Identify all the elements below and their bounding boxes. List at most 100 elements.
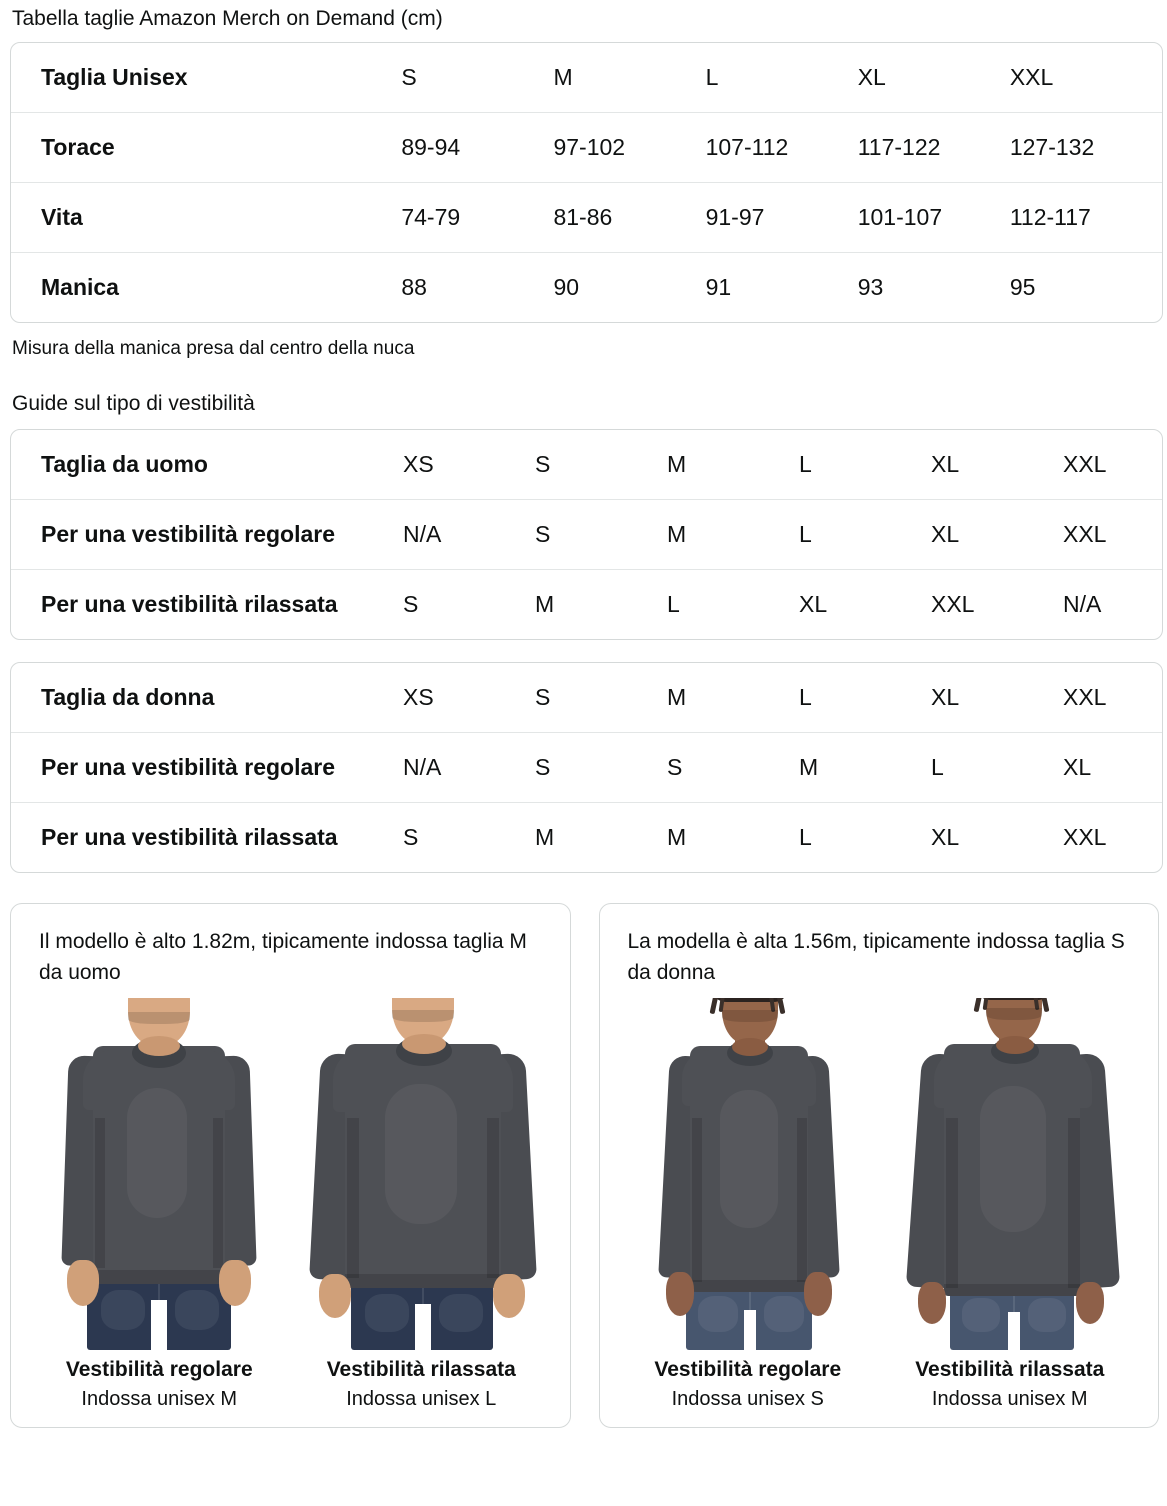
male-relaxed-fit-photo [293,998,550,1350]
measurements-header-size: XXL [1009,64,1054,90]
female-relaxed-fit-wears: Indossa unisex M [931,1388,1088,1410]
cell-waist-xxl: 112-117 [1009,182,1162,253]
measurements-header-size: XL [857,64,886,90]
womens-fit-header-size: M [667,684,687,710]
cell-mens-relaxed-xl: XXL [931,569,1063,639]
mens-fit-header-size: S [535,451,551,477]
mens-fit-table: Taglia da uomo XS S M L XL XXL Per una v… [11,430,1162,639]
cell-womens-relaxed-xxl: XXL [1063,802,1162,872]
female-regular-fit-column: Vestibilità regolare Indossa unisex S [619,998,876,1411]
male-figure-regular [31,998,287,1350]
cell-womens-regular-m: S [667,732,799,803]
row-label-chest: Torace [11,112,402,183]
model-cards-row: Il modello è alto 1.82m, tipicamente ind… [10,903,1159,1428]
table-row: Per una vestibilità rilassata S M M L XL… [11,802,1162,872]
cell-chest-m: 97-102 [553,112,706,183]
table-row: Vita 74-79 81-86 91-97 101-107 112-117 [11,182,1162,253]
measurements-header-size: S [401,64,417,90]
cell-mens-regular-xxl: XXL [1063,499,1162,570]
male-relaxed-fit-label: Vestibilità rilassata [326,1358,516,1381]
male-regular-fit-wears: Indossa unisex M [81,1388,238,1410]
row-label-sleeve: Manica [11,252,402,322]
cell-mens-regular-s: S [535,499,667,570]
womens-fit-table-card: Taglia da donna XS S M L XL XXL Per una … [10,662,1163,873]
female-figure-relaxed [882,998,1138,1350]
table-row: Manica 88 90 91 93 95 [11,252,1162,322]
cell-waist-xl: 101-107 [857,182,1010,253]
cell-womens-regular-xs: N/A [403,732,535,803]
male-photos: Vestibilità regolare Indossa unisex M [31,998,550,1411]
row-label-waist: Vita [11,182,402,253]
womens-fit-header-size: S [535,684,551,710]
measurements-header-size: L [705,64,719,90]
row-label-womens-relaxed: Per una vestibilità rilassata [11,802,403,872]
page-title: Tabella taglie Amazon Merch on Demand (c… [12,7,443,30]
table-row: Torace 89-94 97-102 107-112 117-122 127-… [11,112,1162,183]
cell-mens-regular-xl: XL [931,499,1063,570]
female-figure-regular [620,998,876,1350]
male-model-card: Il modello è alto 1.82m, tipicamente ind… [10,903,571,1428]
fit-guides-title: Guide sul tipo di vestibilità [12,392,255,415]
womens-fit-header-size: XS [403,684,434,710]
womens-fit-header-label: Taglia da donna [41,684,215,710]
row-label-womens-regular: Per una vestibilità regolare [11,732,403,803]
womens-fit-table: Taglia da donna XS S M L XL XXL Per una … [11,663,1162,872]
mens-fit-header-size: L [799,451,812,477]
cell-chest-s: 89-94 [401,112,554,183]
table-row: Per una vestibilità regolare N/A S M L X… [11,499,1162,570]
womens-fit-header-size: XL [931,684,960,710]
mens-fit-header-size: M [667,451,687,477]
mens-fit-header-size: XL [931,451,960,477]
female-relaxed-fit-photo [881,998,1138,1350]
cell-chest-l: 107-112 [705,112,858,183]
cell-sleeve-s: 88 [401,252,554,322]
row-label-mens-regular: Per una vestibilità regolare [11,499,403,570]
table-row-header: Taglia da donna XS S M L XL XXL [11,663,1162,733]
cell-waist-s: 74-79 [401,182,554,253]
cell-waist-m: 81-86 [553,182,706,253]
cell-womens-relaxed-s: M [535,802,667,872]
mens-fit-header-size: XS [403,451,434,477]
cell-womens-regular-xl: L [931,732,1063,803]
cell-mens-relaxed-l: XL [799,569,931,639]
cell-waist-l: 91-97 [705,182,858,253]
womens-fit-header-size: L [799,684,812,710]
table-row-header: Taglia da uomo XS S M L XL XXL [11,430,1162,500]
table-row: Per una vestibilità regolare N/A S S M L… [11,732,1162,803]
female-relaxed-fit-label: Vestibilità rilassata [915,1358,1105,1381]
female-model-card: La modella è alta 1.56m, tipicamente ind… [598,903,1159,1428]
female-regular-fit-photo [619,998,876,1350]
cell-mens-regular-l: L [799,499,931,570]
cell-mens-relaxed-xxl: N/A [1063,569,1162,639]
cell-womens-regular-xxl: XL [1063,732,1162,803]
sleeve-measure-note: Misura della manica presa dal centro del… [12,338,415,359]
male-model-intro: Il modello è alto 1.82m, tipicamente ind… [39,930,527,984]
cell-sleeve-xl: 93 [857,252,1010,322]
male-figure-relaxed [293,998,549,1350]
womens-fit-header-size: XXL [1063,684,1107,710]
cell-womens-relaxed-l: L [799,802,931,872]
measurements-header-size: M [553,64,573,90]
measurements-header-label: Taglia Unisex [41,64,188,90]
female-model-intro: La modella è alta 1.56m, tipicamente ind… [627,930,1125,984]
mens-fit-header-size: XXL [1063,451,1107,477]
mens-fit-header-label: Taglia da uomo [41,451,208,477]
male-regular-fit-label: Vestibilità regolare [65,1358,253,1381]
cell-sleeve-xxl: 95 [1009,252,1162,322]
male-regular-fit-photo [31,998,288,1350]
table-row-header: Taglia Unisex S M L XL XXL [11,43,1162,113]
female-regular-fit-label: Vestibilità regolare [654,1358,842,1381]
cell-sleeve-m: 90 [553,252,706,322]
female-relaxed-fit-column: Vestibilità rilassata Indossa unisex M [881,998,1138,1411]
cell-womens-relaxed-m: M [667,802,799,872]
cell-chest-xl: 117-122 [857,112,1010,183]
table-row: Per una vestibilità rilassata S M L XL X… [11,569,1162,639]
female-regular-fit-wears: Indossa unisex S [671,1388,824,1410]
cell-womens-relaxed-xs: S [403,802,535,872]
measurements-table: Taglia Unisex S M L XL XXL Torace 89-94 … [11,43,1162,322]
male-relaxed-fit-column: Vestibilità rilassata Indossa unisex L [293,998,550,1411]
cell-womens-regular-l: M [799,732,931,803]
mens-fit-table-card: Taglia da uomo XS S M L XL XXL Per una v… [10,429,1163,640]
cell-womens-relaxed-xl: XL [931,802,1063,872]
size-chart-page: Tabella taglie Amazon Merch on Demand (c… [0,6,1167,1506]
